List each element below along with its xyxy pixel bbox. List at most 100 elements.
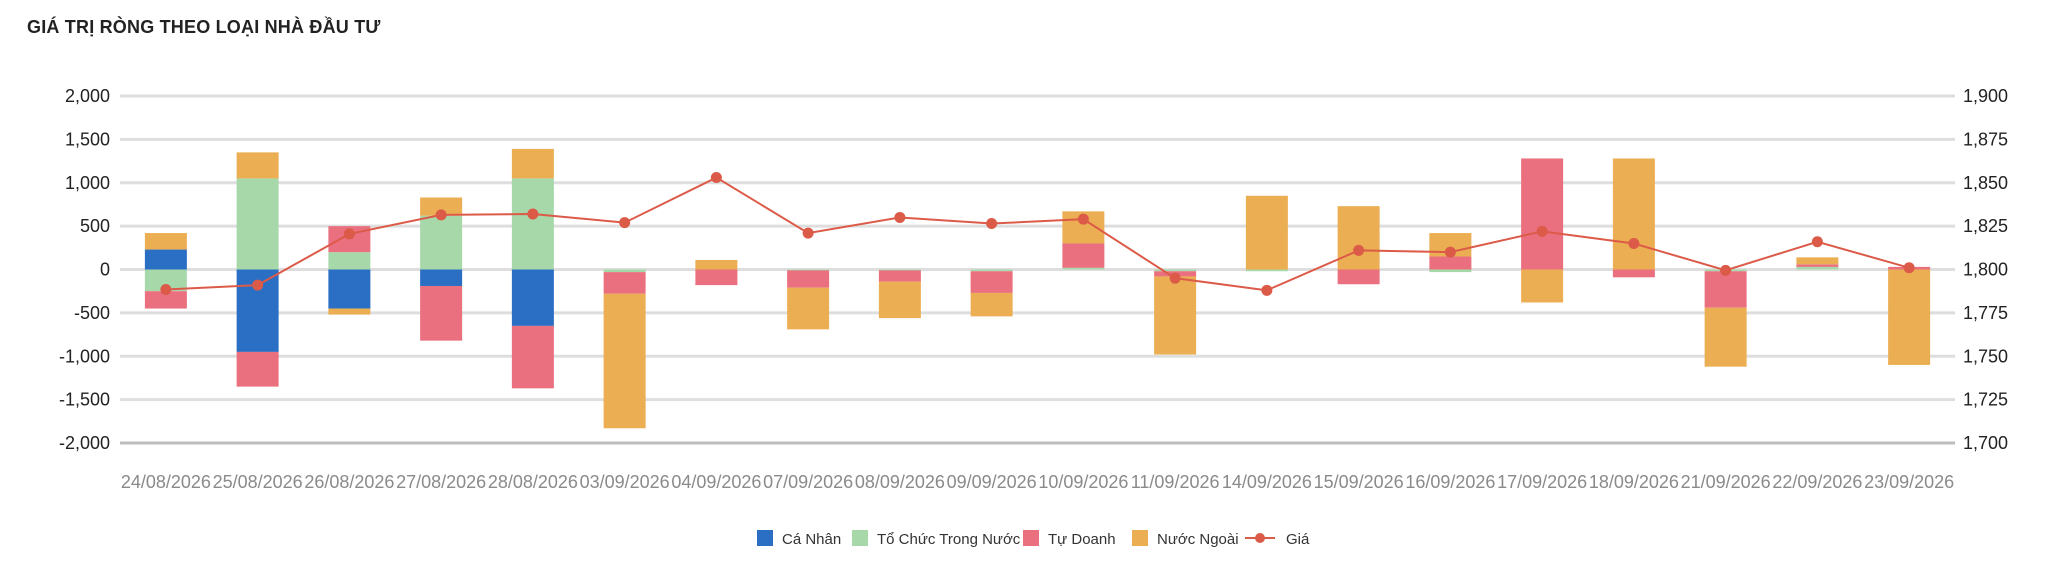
y-tick-left: 2,000 (65, 86, 110, 106)
bar-segment (1062, 267, 1105, 270)
y-tick-left: -500 (74, 303, 110, 323)
bar-segment (420, 285, 463, 341)
price-point (1903, 262, 1915, 274)
bar-segment (1521, 269, 1564, 303)
bar-segment (1796, 266, 1839, 270)
y-tick-right: 1,700 (1963, 433, 2008, 453)
bar-segment (236, 178, 279, 270)
legend-label: Nước Ngoài (1157, 531, 1239, 548)
bar-segment (1888, 269, 1931, 365)
x-tick-label: 26/08/2026 (304, 472, 394, 492)
legend-swatch (1132, 530, 1148, 546)
bar-segment (328, 308, 371, 315)
y-tick-left: 1,500 (65, 129, 110, 149)
bar-segment (1154, 276, 1197, 355)
bar-segment (695, 269, 738, 286)
x-tick-label: 28/08/2026 (488, 472, 578, 492)
legend-label: Cá Nhân (782, 531, 841, 548)
price-point (894, 211, 906, 223)
bar-segment (1429, 269, 1472, 273)
bar-segment (144, 249, 187, 270)
y-tick-right: 1,750 (1963, 346, 2008, 366)
price-point (619, 217, 631, 229)
y-tick-right: 1,800 (1963, 260, 2008, 280)
bar-segment (1337, 206, 1380, 270)
y-tick-right: 1,725 (1963, 390, 2008, 410)
y-tick-right: 1,825 (1963, 216, 2008, 236)
legend-swatch-marker (1255, 533, 1265, 543)
bar-segment (1796, 257, 1839, 265)
price-point (1077, 213, 1089, 225)
bar-segment (603, 272, 646, 294)
legend-label: Tự Doanh (1048, 531, 1116, 548)
x-tick-label: 17/09/2026 (1497, 472, 1587, 492)
bar-segment (144, 269, 187, 292)
bar-segment (144, 291, 187, 309)
bar-segment (420, 269, 463, 286)
price-point (343, 228, 355, 240)
x-tick-label: 18/09/2026 (1589, 472, 1679, 492)
bar-segment (511, 325, 554, 389)
price-point (252, 279, 264, 291)
price-point (1261, 284, 1273, 296)
bar-segment (1521, 158, 1564, 270)
price-line (165, 176, 1910, 292)
bar-segment (878, 270, 921, 282)
x-tick-label: 11/09/2026 (1131, 472, 1220, 492)
price-point (1536, 225, 1548, 237)
x-tick-label: 23/09/2026 (1864, 472, 1954, 492)
price-point (1169, 272, 1181, 284)
bar-segment (236, 351, 279, 387)
y-tick-right: 1,775 (1963, 303, 2008, 323)
y-tick-right: 1,875 (1963, 129, 2008, 149)
bar-segment (420, 215, 463, 270)
y-tick-left: 1,000 (65, 173, 110, 193)
y-tick-left: -1,500 (59, 390, 110, 410)
bar-segment (970, 269, 1013, 272)
price-point (527, 208, 539, 220)
bar-segment (511, 178, 554, 270)
y-tick-left: 0 (100, 260, 110, 280)
price-point (1720, 264, 1732, 276)
x-tick-label: 24/08/2026 (121, 472, 211, 492)
price-point (802, 227, 814, 239)
bar-segment (695, 259, 738, 270)
bar-segment (787, 287, 830, 330)
bar-segment (1337, 269, 1380, 285)
chart-title: GIÁ TRỊ RÒNG THEO LOẠI NHÀ ĐẦU TƯ (27, 17, 381, 37)
bar-segment (1796, 264, 1839, 267)
bar-segment (1612, 158, 1655, 270)
bar-segment (328, 269, 371, 309)
y-tick-left: 500 (80, 216, 110, 236)
bar-segment (970, 271, 1013, 293)
bar-segment (970, 292, 1013, 317)
bar-segment (1245, 195, 1288, 270)
price-point (1353, 244, 1365, 256)
bar-segment (1062, 243, 1105, 268)
x-tick-label: 03/09/2026 (580, 472, 670, 492)
x-tick-label: 14/09/2026 (1222, 472, 1312, 492)
x-tick-label: 09/09/2026 (947, 472, 1037, 492)
x-tick-label: 27/08/2026 (396, 472, 486, 492)
bar-segment (1154, 269, 1197, 272)
x-tick-label: 08/09/2026 (855, 472, 945, 492)
bar-segment (603, 269, 646, 273)
legend-label: Tổ Chức Trong Nước (877, 531, 1021, 548)
bar-segment (878, 269, 921, 271)
bar-segment (511, 269, 554, 326)
bar-segment (603, 293, 646, 429)
bar-segment (328, 252, 371, 270)
x-tick-label: 25/08/2026 (213, 472, 303, 492)
y-tick-left: -2,000 (59, 433, 110, 453)
bar-segment (144, 233, 187, 250)
bar-segment (1245, 269, 1288, 272)
price-point (160, 283, 172, 295)
x-tick-label: 16/09/2026 (1405, 472, 1495, 492)
x-tick-label: 04/09/2026 (671, 472, 761, 492)
bar-segment (420, 197, 463, 216)
bar-segment (1704, 271, 1747, 308)
price-point (986, 218, 998, 230)
y-tick-right: 1,900 (1963, 86, 2008, 106)
legend-label: Giá (1286, 531, 1310, 548)
